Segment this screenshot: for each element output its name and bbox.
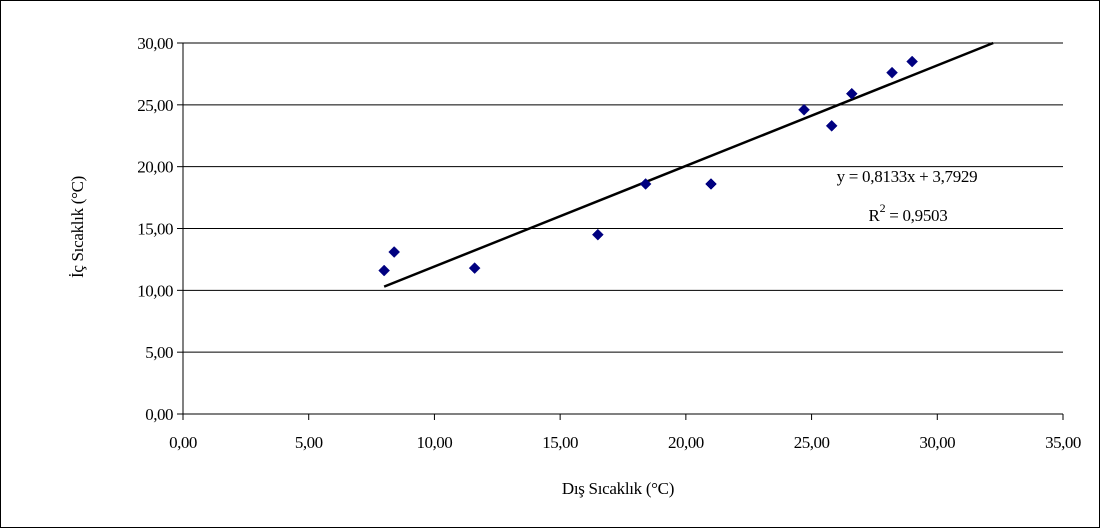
y-tick-label: 5,00 bbox=[145, 343, 173, 362]
data-point bbox=[592, 228, 604, 241]
data-point bbox=[388, 246, 401, 258]
r-squared-value: = 0,9503 bbox=[885, 206, 947, 225]
x-tick-label: 20,00 bbox=[668, 433, 704, 452]
y-tick-label: 15,00 bbox=[137, 220, 173, 239]
x-tick-label: 35,00 bbox=[1045, 433, 1081, 452]
y-axis-label: İç Sıcaklık (°C) bbox=[68, 176, 87, 278]
x-tick-label: 10,00 bbox=[417, 433, 453, 452]
trendline bbox=[383, 41, 994, 288]
axes bbox=[177, 42, 1064, 420]
data-points bbox=[378, 55, 918, 277]
gridlines bbox=[183, 42, 1063, 353]
tick-labels: 0,00 5,00 10,00 15,00 20,00 25,00 30,00 0,00 5,0… bbox=[137, 34, 1081, 452]
data-point bbox=[906, 55, 918, 68]
x-tick-label: 5,00 bbox=[295, 433, 323, 452]
data-point bbox=[639, 178, 652, 190]
x-axis-label: Dış Sıcaklık (°C) bbox=[562, 479, 674, 498]
r-squared-label: R2 = 0,9503 bbox=[869, 201, 948, 225]
x-tick-label: 0,00 bbox=[169, 433, 197, 452]
y-tick-label: 0,00 bbox=[145, 405, 173, 424]
data-point bbox=[798, 103, 810, 116]
y-tick-label: 25,00 bbox=[137, 96, 173, 115]
data-point bbox=[845, 87, 858, 100]
trendline-group bbox=[383, 41, 994, 288]
data-point bbox=[705, 178, 717, 190]
y-tick-label: 10,00 bbox=[137, 281, 173, 300]
data-point bbox=[378, 264, 390, 277]
x-tick-label: 30,00 bbox=[919, 433, 955, 452]
x-tick-label: 15,00 bbox=[542, 433, 578, 452]
r-squared-exponent: 2 bbox=[880, 201, 886, 215]
y-tick-label: 20,00 bbox=[137, 158, 173, 177]
r-squared-symbol: R bbox=[869, 206, 881, 225]
data-point bbox=[468, 262, 481, 274]
data-point bbox=[886, 66, 898, 79]
y-tick-label: 30,00 bbox=[137, 34, 173, 53]
trendline-equation: y = 0,8133x + 3,7929 bbox=[837, 167, 978, 186]
x-tick-label: 25,00 bbox=[794, 433, 830, 452]
data-point bbox=[825, 120, 838, 132]
